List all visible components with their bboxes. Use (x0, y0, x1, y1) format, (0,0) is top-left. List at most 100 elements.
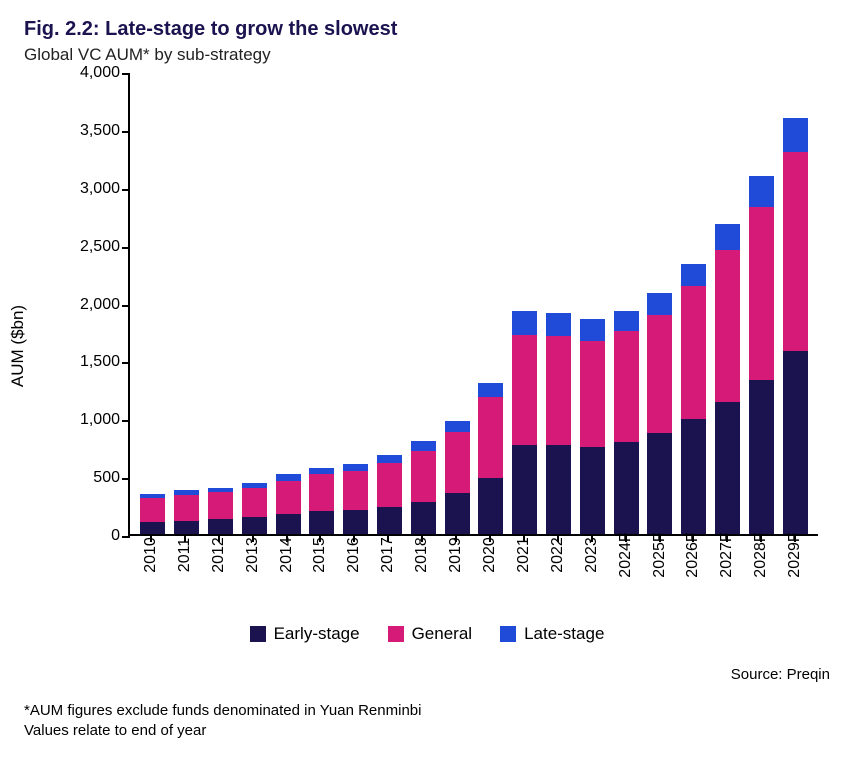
bar-segment (546, 313, 571, 336)
bar-slot (136, 494, 170, 534)
x-tick: 2016 (337, 536, 371, 618)
bar (174, 490, 199, 534)
y-tick: 0 (60, 527, 120, 545)
x-tick-label: 2014 (278, 537, 296, 573)
x-tick: 2029F (778, 536, 812, 618)
bar (276, 474, 301, 534)
x-tick: 2012 (202, 536, 236, 618)
y-axis-label: AUM ($bn) (8, 304, 28, 386)
bar-slot (271, 474, 305, 534)
bar-slot (237, 483, 271, 534)
bar (377, 455, 402, 534)
bar-segment (647, 433, 672, 534)
bar-segment (411, 502, 436, 534)
x-tick-label: 2017 (379, 537, 397, 573)
bar-segment (478, 478, 503, 534)
x-tick: 2019 (439, 536, 473, 618)
bar-segment (715, 402, 740, 534)
bar-segment (174, 521, 199, 534)
x-tick: 2025F (643, 536, 677, 618)
bar-segment (140, 498, 165, 522)
bar-segment (411, 451, 436, 501)
bar-slot (778, 118, 812, 534)
bar (715, 224, 740, 534)
bar-segment (749, 380, 774, 534)
bar-segment (614, 311, 639, 332)
bar-slot (170, 490, 204, 534)
bar (546, 313, 571, 534)
bar-slot (204, 488, 238, 534)
figure-subtitle: Global VC AUM* by sub-strategy (24, 45, 830, 65)
bar-segment (208, 519, 233, 534)
legend-label: Early-stage (274, 624, 360, 644)
x-tick-label: 2020 (481, 537, 499, 573)
footnote-line-2: Values relate to end of year (24, 721, 830, 741)
x-tick-label: 2029F (786, 532, 804, 577)
y-tick: 3,000 (60, 180, 120, 198)
bar (478, 383, 503, 534)
x-tick-label: 2022 (549, 537, 567, 573)
bar-segment (647, 293, 672, 314)
x-tick-label: 2016 (345, 537, 363, 573)
y-tick: 3,500 (60, 122, 120, 140)
x-tick: 2011 (168, 536, 202, 618)
bar-slot (643, 293, 677, 534)
bar (681, 264, 706, 534)
bar-segment (411, 441, 436, 451)
bar-segment (715, 250, 740, 402)
bar-slot (542, 313, 576, 534)
bar-segment (783, 152, 808, 351)
x-axis-ticks: 2010201120122013201420152016201720182019… (128, 536, 818, 618)
bar-segment (309, 511, 334, 534)
legend-swatch (500, 626, 516, 642)
bar-segment (749, 207, 774, 380)
legend-item: General (388, 624, 472, 644)
bar (445, 421, 470, 534)
bar-segment (343, 471, 368, 510)
bar (140, 494, 165, 534)
bar-segment (512, 335, 537, 445)
bar (580, 319, 605, 534)
bar (783, 118, 808, 534)
x-tick: 2022 (541, 536, 575, 618)
bar-segment (242, 488, 267, 517)
bar (647, 293, 672, 534)
bar-segment (377, 455, 402, 463)
x-tick-label: 2021 (515, 537, 533, 573)
x-tick: 2021 (507, 536, 541, 618)
bar-segment (140, 522, 165, 534)
x-tick-label: 2013 (244, 537, 262, 573)
bar-segment (749, 176, 774, 207)
bar-segment (276, 481, 301, 515)
bar-segment (681, 264, 706, 287)
bar-segment (681, 419, 706, 534)
legend-item: Late-stage (500, 624, 604, 644)
bar-segment (377, 507, 402, 534)
bar-segment (174, 495, 199, 521)
y-tick: 500 (60, 469, 120, 487)
x-tick: 2024F (609, 536, 643, 618)
x-tick: 2023 (575, 536, 609, 618)
x-tick-label: 2018 (413, 537, 431, 573)
x-tick: 2010 (134, 536, 168, 618)
bar-slot (373, 455, 407, 534)
bar-segment (614, 442, 639, 534)
y-tick: 1,000 (60, 411, 120, 429)
x-tick-label: 2019 (447, 537, 465, 573)
legend-swatch (250, 626, 266, 642)
bar-segment (580, 447, 605, 534)
bar (343, 464, 368, 534)
bar-slot (609, 311, 643, 534)
bar-segment (445, 432, 470, 493)
legend: Early-stage General Late-stage (24, 624, 830, 644)
bar-slot (575, 319, 609, 534)
y-axis-ticks: 05001,0001,5002,0002,5003,0003,5004,000 (74, 73, 128, 536)
y-tick: 2,000 (60, 296, 120, 314)
bar-segment (614, 331, 639, 442)
bar-segment (276, 514, 301, 534)
bar-slot (406, 441, 440, 534)
source-label: Source: Preqin (24, 666, 830, 683)
x-tick: 2020 (473, 536, 507, 618)
bar-segment (647, 315, 672, 434)
x-tick: 2017 (371, 536, 405, 618)
